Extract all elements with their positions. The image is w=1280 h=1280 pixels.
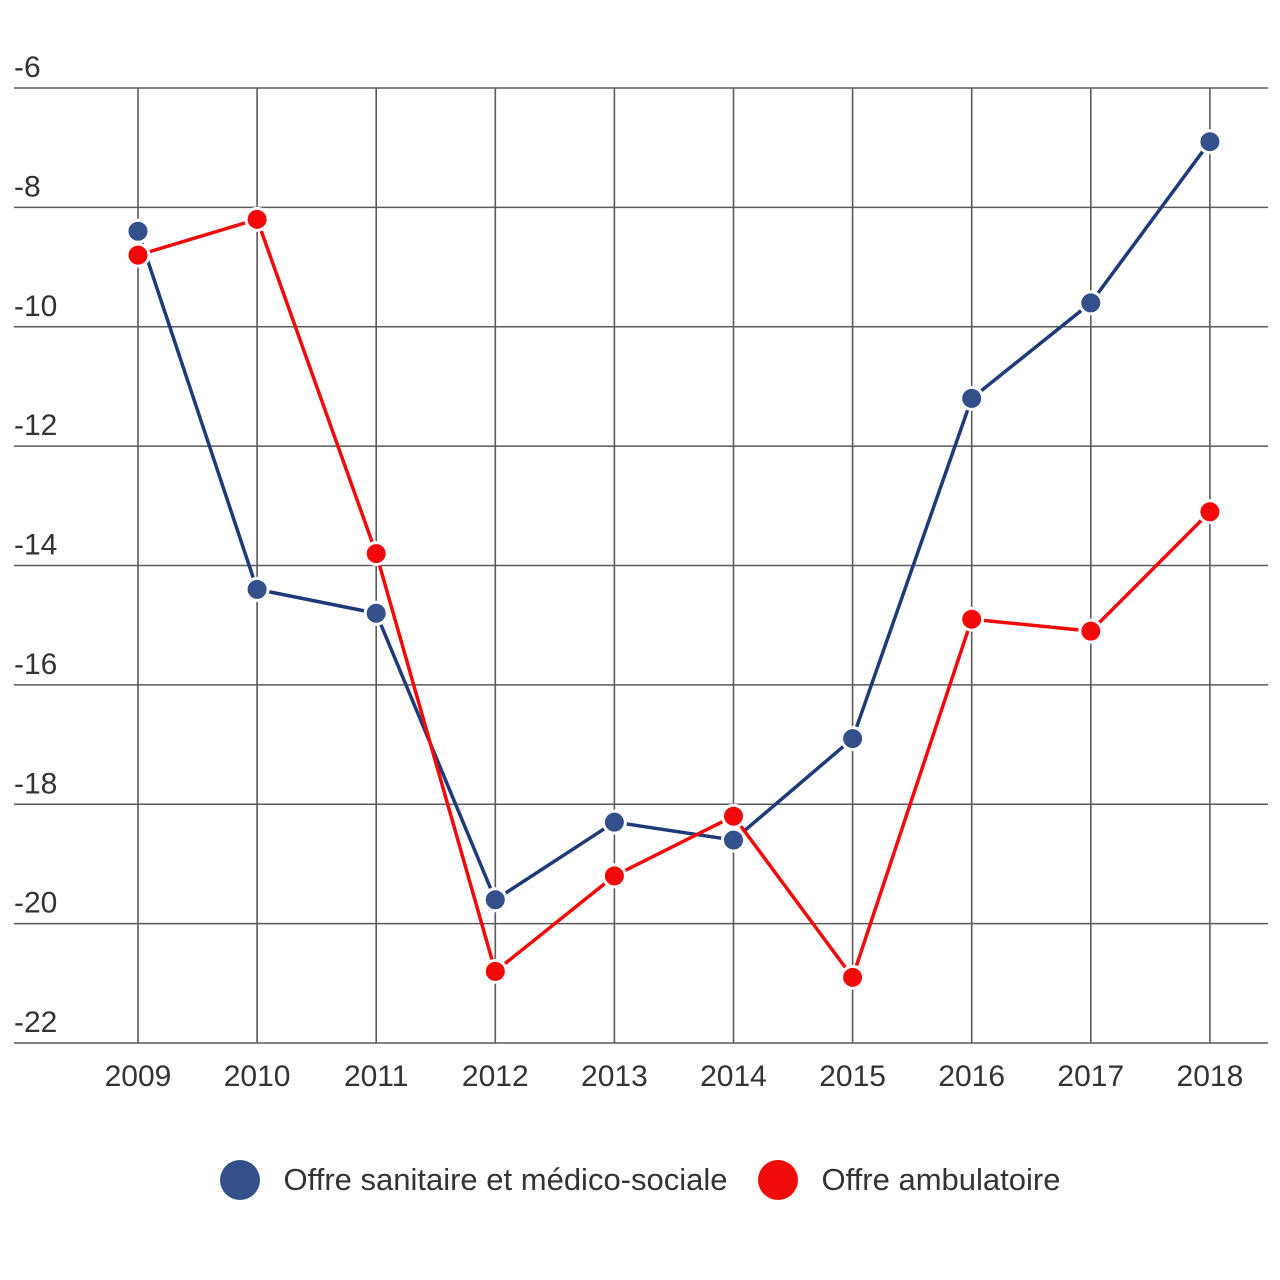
x-tick-label: 2016 — [938, 1060, 1005, 1093]
data-point-series-1[interactable] — [601, 863, 627, 889]
y-tick-label: -12 — [14, 409, 57, 442]
series-line-0 — [136, 140, 1212, 902]
data-point-series-0[interactable] — [363, 600, 389, 626]
legend-swatch-sanitaire — [219, 1160, 260, 1200]
legend-label-ambulatoire: Offre ambulatoire — [821, 1162, 1061, 1197]
x-tick-label: 2011 — [344, 1060, 409, 1093]
legend: Offre sanitaire et médico-sociale Offre … — [0, 1150, 1280, 1210]
legend-swatch-ambulatoire — [757, 1160, 798, 1200]
data-point-series-1[interactable] — [363, 541, 389, 567]
data-point-series-1[interactable] — [1078, 618, 1104, 644]
y-tick-label: -20 — [14, 887, 57, 920]
x-tick-label: 2010 — [224, 1060, 291, 1093]
series-points — [125, 129, 1223, 990]
y-tick-label: -18 — [14, 767, 57, 800]
x-axis-tick-labels: 2009 2010 2011 2012 2013 2014 2015 2016 2017 2018 — [105, 1060, 1244, 1093]
x-tick-label: 2017 — [1057, 1060, 1124, 1093]
legend-item-sanitaire[interactable]: Offre sanitaire et médico-sociale — [219, 1160, 728, 1200]
series-line-1 — [137, 217, 1212, 980]
y-tick-label: -10 — [14, 290, 57, 323]
x-tick-label: 2009 — [105, 1060, 172, 1093]
y-tick-label: -8 — [14, 170, 41, 203]
y-tick-label: -16 — [14, 648, 57, 681]
horizontal-gridlines — [14, 87, 1268, 1044]
data-point-series-0[interactable] — [125, 218, 151, 244]
data-point-series-0[interactable] — [482, 887, 508, 913]
legend-label-sanitaire: Offre sanitaire et médico-sociale — [283, 1162, 728, 1197]
x-tick-label: 2018 — [1177, 1060, 1244, 1093]
x-tick-label: 2014 — [700, 1060, 767, 1093]
y-tick-label: -6 — [14, 51, 41, 84]
data-point-series-0[interactable] — [244, 576, 270, 602]
x-tick-label: 2012 — [462, 1060, 529, 1093]
data-point-series-0[interactable] — [601, 809, 627, 835]
data-point-series-1[interactable] — [1197, 499, 1223, 525]
data-point-series-1[interactable] — [244, 206, 270, 232]
data-point-series-0[interactable] — [721, 827, 746, 853]
data-point-series-1[interactable] — [840, 964, 866, 990]
data-point-series-1[interactable] — [482, 958, 508, 984]
legend-item-ambulatoire[interactable]: Offre ambulatoire — [757, 1160, 1061, 1200]
y-tick-label: -14 — [14, 529, 57, 562]
data-point-series-1[interactable] — [125, 242, 151, 268]
y-tick-label: -22 — [14, 1006, 57, 1039]
y-axis-tick-labels: -6 -8 -10 -12 -14 -16 -18 -20 -22 — [14, 51, 57, 1039]
x-tick-label: 2015 — [819, 1060, 886, 1093]
data-point-series-1[interactable] — [721, 803, 746, 829]
data-point-series-0[interactable] — [840, 726, 866, 752]
data-point-series-0[interactable] — [1197, 129, 1223, 155]
x-tick-label: 2013 — [581, 1060, 648, 1093]
line-chart: -6-8-10-12-14-16-18-20-22 2009 2010 2011 20… — [14, 51, 1268, 1093]
data-point-series-0[interactable] — [1078, 290, 1104, 316]
series-lines — [136, 140, 1212, 980]
data-point-series-0[interactable] — [959, 385, 985, 411]
data-point-series-1[interactable] — [959, 606, 985, 632]
